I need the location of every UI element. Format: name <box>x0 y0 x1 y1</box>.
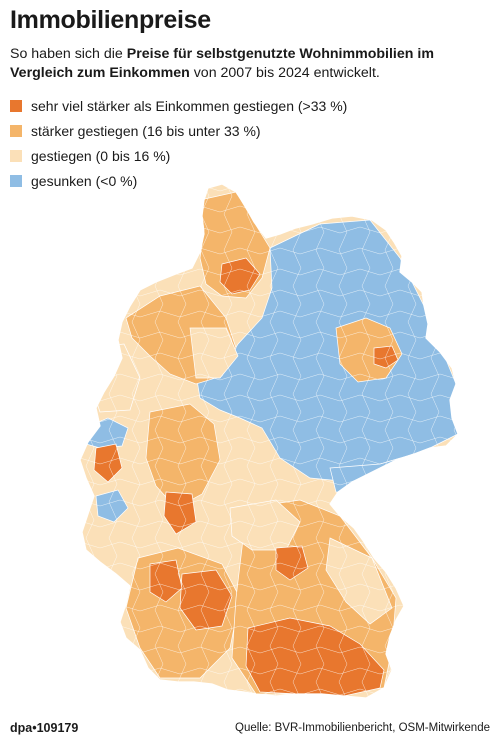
legend-label-rose: gestiegen (0 bis 16 %) <box>31 147 171 164</box>
region-hamburg <box>219 257 261 295</box>
district-border-line <box>80 310 458 318</box>
legend: sehr viel stärker als Einkommen gestiege… <box>10 93 347 193</box>
subtitle-bold: Preise für selbstgenutzte Wohnimmobilien… <box>10 46 434 81</box>
dpa-graphic-id: dpa•109179 <box>10 721 79 735</box>
district-border-line <box>80 394 458 402</box>
district-border-line <box>338 184 348 698</box>
subtitle: So haben sich die Preise für selbstgenut… <box>10 45 495 83</box>
region-cologne <box>93 443 123 483</box>
district-border-line <box>80 352 458 360</box>
district-border-line <box>200 184 210 698</box>
district-border-line <box>453 184 458 698</box>
legend-swatch-strong <box>10 124 22 137</box>
legend-swatch-very-strong <box>10 99 22 112</box>
district-border-line <box>223 184 233 698</box>
district-border-line <box>80 184 458 192</box>
district-border-line <box>80 373 458 381</box>
district-border-line <box>292 184 302 698</box>
legend-swatch-fell <box>10 174 22 187</box>
legend-item-rose: gestiegen (0 bis 16 %) <box>10 143 347 168</box>
page-title: Immobilienpreise <box>10 6 211 34</box>
district-border-line <box>80 415 458 423</box>
legend-item-fell: gesunken (<0 %) <box>10 168 347 193</box>
subtitle-text-2: von 2007 bis 2024 entwickelt. <box>189 65 380 81</box>
district-border-line <box>246 184 256 698</box>
region-rhine-upper <box>149 559 183 603</box>
region-central-light <box>189 327 239 379</box>
district-border-line <box>80 436 458 444</box>
district-border-line <box>80 205 458 213</box>
region-west-small <box>95 489 129 523</box>
region-stuttgart <box>179 569 233 631</box>
district-border-line <box>80 331 458 339</box>
legend-label-very-strong: sehr viel stärker als Einkommen gestiege… <box>31 97 348 114</box>
source-note: Quelle: BVR-Immobilienbericht, OSM-Mitwi… <box>235 722 490 734</box>
region-nuremberg <box>275 545 309 581</box>
district-border-line <box>80 289 458 297</box>
germany-map <box>79 183 459 699</box>
district-border-line <box>315 184 325 698</box>
region-hessen <box>145 403 221 509</box>
subtitle-text-1: So haben sich die <box>10 46 127 62</box>
legend-item-very-strong: sehr viel stärker als Einkommen gestiege… <box>10 93 347 118</box>
legend-swatch-rose <box>10 149 22 162</box>
region-frankfurt <box>163 491 197 535</box>
region-munich-oberbayern <box>245 617 385 697</box>
legend-label-fell: gesunken (<0 %) <box>31 172 138 189</box>
legend-item-strong: stärker gestiegen (16 bis unter 33 %) <box>10 118 347 143</box>
district-border-line <box>384 184 394 698</box>
legend-label-strong: stärker gestiegen (16 bis unter 33 %) <box>31 122 261 139</box>
region-lower-bavaria-light <box>325 537 393 625</box>
